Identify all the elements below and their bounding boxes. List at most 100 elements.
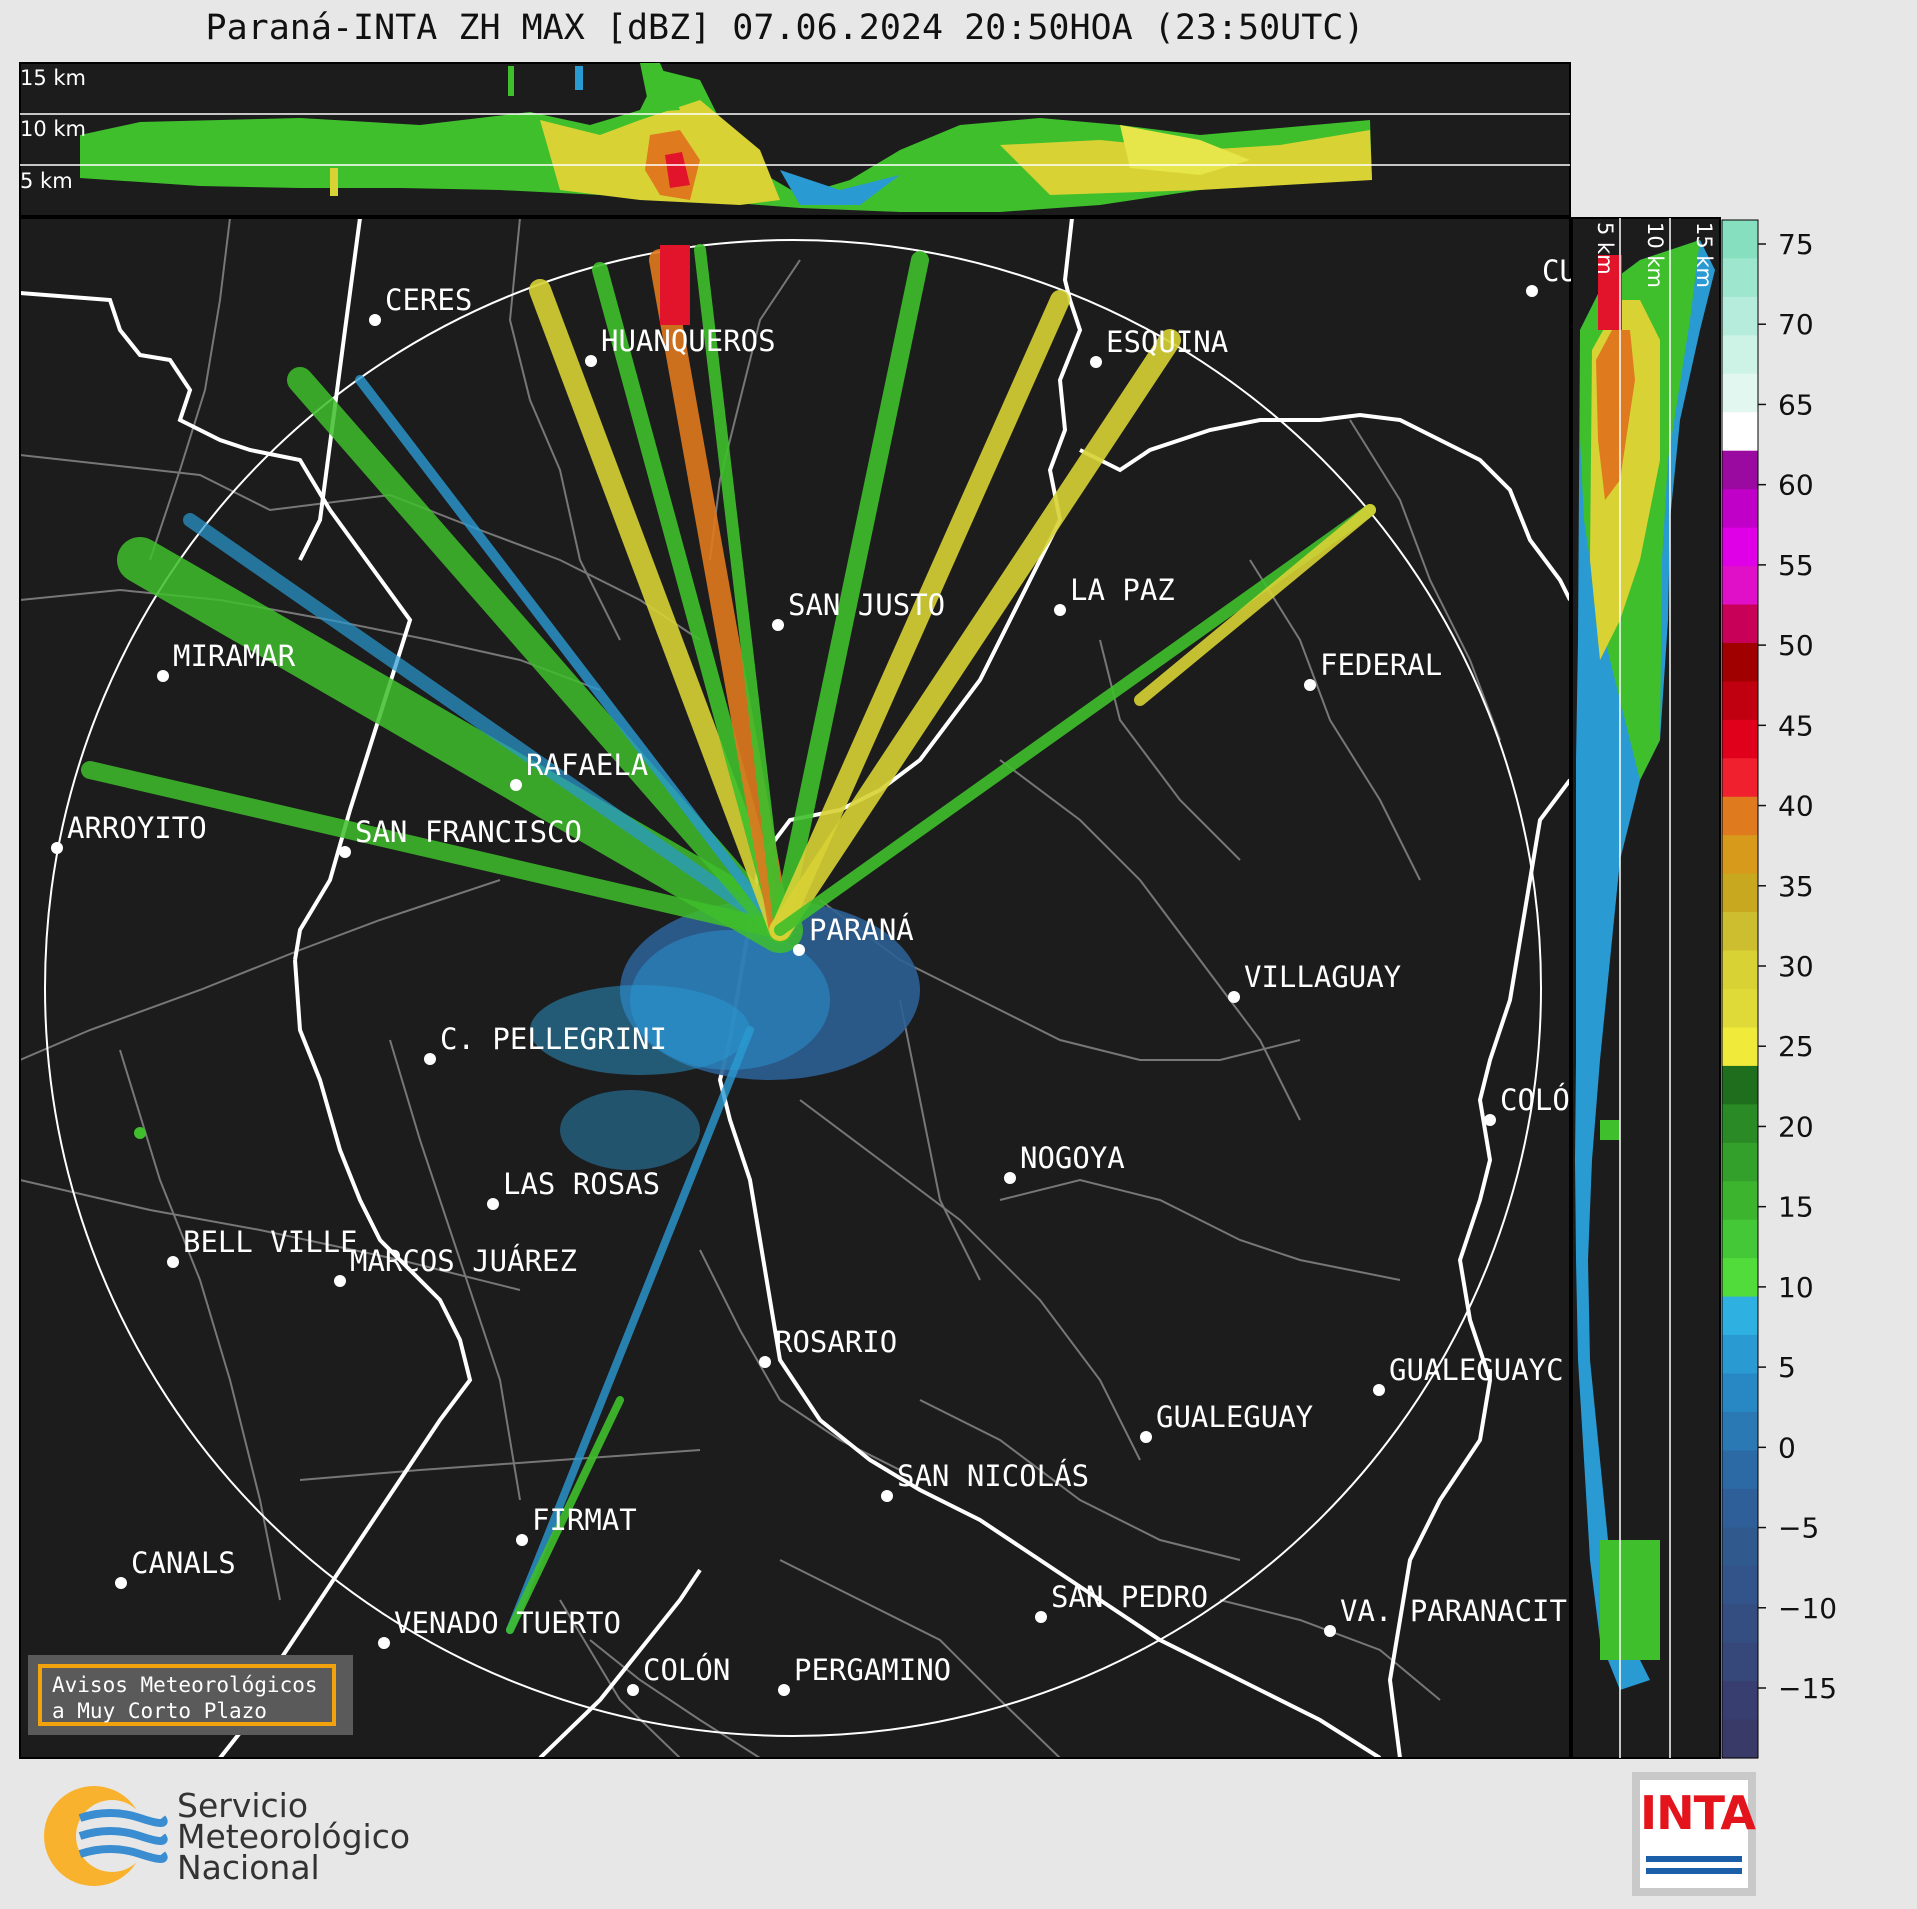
city-marker (510, 779, 522, 791)
colorbar-tick-label: 25 (1778, 1030, 1814, 1063)
top-profile-label: 15 km (20, 66, 86, 90)
colorbar-tick-label: 70 (1778, 308, 1814, 341)
side-profile-label: 10 km (1643, 222, 1667, 288)
colorbar-band (1722, 1181, 1758, 1221)
colorbar-band (1722, 1142, 1758, 1182)
colorbar-tick-label: 55 (1778, 549, 1814, 582)
city-marker (1054, 604, 1066, 616)
city-marker (1484, 1114, 1496, 1126)
inta-logo: INTA (1632, 1772, 1756, 1896)
city-label: COLÓ (1500, 1083, 1570, 1117)
colorbar-band (1722, 1296, 1758, 1336)
smn-logo-icon (44, 1786, 168, 1886)
city-marker (424, 1053, 436, 1065)
smn-line2: Meteorológico (177, 1817, 411, 1856)
colorbar-tick-label: 65 (1778, 388, 1814, 421)
city-marker (167, 1256, 179, 1268)
colorbar-band (1722, 758, 1758, 798)
city-label: ROSARIO (775, 1325, 897, 1359)
colorbar-band (1722, 873, 1758, 913)
colorbar-band (1722, 450, 1758, 490)
colorbar-band (1722, 412, 1758, 452)
colorbar-band (1722, 220, 1758, 260)
city-marker (1526, 285, 1538, 297)
city-label: SAN JUSTO (788, 588, 945, 622)
city-marker (759, 1356, 771, 1368)
city-marker (516, 1534, 528, 1546)
colorbar-band (1722, 642, 1758, 682)
smn-line3: Nacional (177, 1848, 320, 1887)
page-title: Paraná-INTA ZH MAX [dBZ] 07.06.2024 20:5… (205, 8, 1365, 48)
city-marker (334, 1275, 346, 1287)
range-ring (44, 239, 1542, 1737)
city-label: MIRAMAR (173, 639, 296, 673)
colorbar-band (1722, 950, 1758, 990)
city-label: C. PELLEGRINI (440, 1022, 667, 1056)
city-label: NOGOYA (1020, 1141, 1125, 1175)
city-label: ESQUINA (1106, 325, 1228, 359)
colorbar-band (1722, 1527, 1758, 1567)
colorbar-band (1722, 1488, 1758, 1528)
city-label: LA PAZ (1070, 573, 1175, 607)
side-profile-label: 5 km (1593, 222, 1617, 275)
colorbar-band (1722, 1027, 1758, 1067)
top-profile-label: 5 km (20, 169, 73, 193)
city-marker (1228, 991, 1240, 1003)
colorbar-band (1722, 335, 1758, 375)
colorbar-band (1722, 1373, 1758, 1413)
colorbar-tick-label: 50 (1778, 629, 1814, 662)
city-marker (778, 1684, 790, 1696)
colorbar-tick-label: 30 (1778, 950, 1814, 983)
city-marker (51, 842, 63, 854)
colorbar-band (1722, 1258, 1758, 1298)
city-label: CANALS (131, 1546, 236, 1580)
colorbar-band (1722, 489, 1758, 529)
colorbar-tick-label: −10 (1778, 1592, 1837, 1625)
city-label: PARANÁ (809, 913, 914, 947)
colorbar-tick-label: −15 (1778, 1672, 1837, 1705)
side-profile-label: 15 km (1692, 222, 1716, 288)
colorbar-tick-label: 40 (1778, 790, 1814, 823)
city-marker (1304, 679, 1316, 691)
colorbar-band (1722, 1681, 1758, 1721)
top-profile-label: 10 km (20, 117, 86, 141)
avisos-line1: Avisos Meteorológicos (52, 1673, 318, 1697)
city-marker (339, 846, 351, 858)
city-label: GUALEGUAYC (1389, 1353, 1564, 1387)
city-label: BELL VILLE (183, 1225, 358, 1259)
city-label: PERGAMINO (794, 1653, 951, 1687)
colorbar-band (1722, 1104, 1758, 1144)
colorbar-tick-label: 60 (1778, 469, 1814, 502)
city-marker (881, 1490, 893, 1502)
city-marker (627, 1684, 639, 1696)
colorbar-band (1722, 912, 1758, 952)
city-label: VA. PARANACIT (1340, 1594, 1567, 1628)
inta-logo-text: INTA (1640, 1786, 1756, 1840)
city-label: SAN PEDRO (1051, 1580, 1208, 1614)
colorbar-band (1722, 835, 1758, 875)
city-marker (1090, 356, 1102, 368)
colorbar-band (1722, 1719, 1758, 1759)
city-marker (585, 355, 597, 367)
colorbar-band (1722, 1604, 1758, 1644)
colorbar-band (1722, 296, 1758, 336)
colorbar-tick-label: 5 (1778, 1351, 1796, 1384)
colorbar-band (1722, 1565, 1758, 1605)
colorbar-band (1722, 989, 1758, 1029)
colorbar-band (1722, 681, 1758, 721)
colorbar-band (1722, 1642, 1758, 1682)
avisos-line2: a Muy Corto Plazo (52, 1699, 267, 1723)
colorbar-tick-label: 0 (1778, 1431, 1796, 1464)
colorbar-tick-label: 15 (1778, 1191, 1814, 1224)
city-marker (1004, 1172, 1016, 1184)
colorbar-tick-label: 45 (1778, 709, 1814, 742)
avisos-banner[interactable]: Avisos Meteorológicos a Muy Corto Plazo (28, 1655, 353, 1735)
colorbar-tick-label: 20 (1778, 1110, 1814, 1143)
city-label: RAFAELA (526, 748, 648, 782)
top-height-profile: 15 km 10 km 5 km (19, 62, 1571, 217)
city-label: ARROYITO (67, 811, 207, 845)
smn-line1: Servicio (177, 1786, 309, 1825)
city-label: CERES (385, 283, 472, 317)
colorbar-band (1722, 566, 1758, 606)
